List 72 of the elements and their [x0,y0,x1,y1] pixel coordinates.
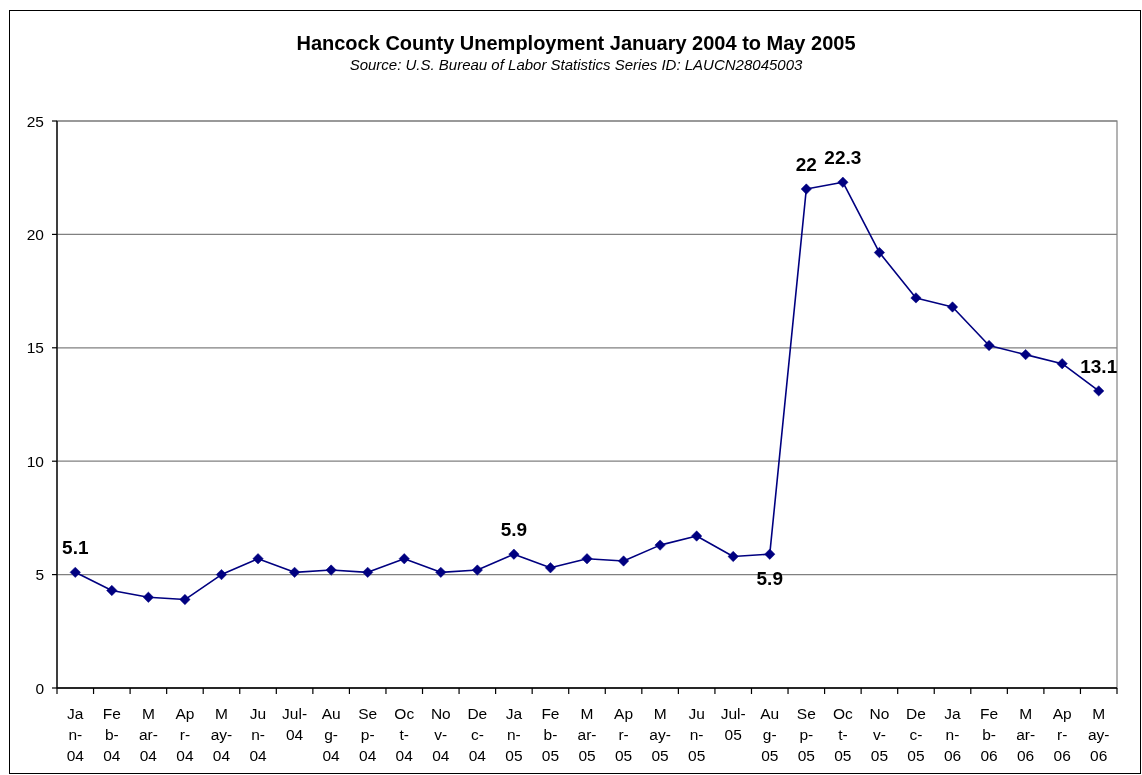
y-tick-label: 20 [26,225,45,243]
point [727,551,739,562]
point [179,594,191,605]
point [216,569,227,581]
x-tick-label: Oct-04 [394,705,415,764]
point [471,564,483,576]
x-tick-label: Feb-05 [541,705,560,764]
point [691,530,703,542]
x-tick-label: Mar-04 [138,705,158,764]
x-tick-label: Jan-04 [66,705,85,764]
x-tick-label: Jul-05 [720,705,746,743]
x-tick-label: Mar-05 [577,705,597,764]
data-label: 13.1 [1080,355,1118,377]
x-tick-label: Jul-04 [282,705,308,743]
point [983,340,995,351]
y-tick-label: 0 [35,679,45,697]
x-tick-label: Jun-05 [688,705,706,764]
x-tick-label: Jan-06 [943,705,962,764]
chart-title: Hancock County Unemployment January 2004 to May 2005 [296,32,856,54]
x-tick-label: Dec-04 [467,705,488,764]
x-tick-label: Aug-05 [760,705,780,764]
point [69,566,81,578]
x-tick-label: Jan-05 [505,705,523,764]
point [398,553,410,565]
y-tick-label: 5 [35,566,44,584]
point [435,566,447,578]
point [142,591,154,603]
x-tick-label: Nov-04 [430,705,451,764]
point [947,301,958,313]
x-tick-label: Apr-06 [1052,705,1072,764]
x-tick-label: Feb-04 [102,705,121,764]
point [618,555,629,567]
x-tick-label: Apr-04 [175,705,195,764]
point [1056,358,1068,370]
point [910,292,922,304]
x-tick-label: Jun-04 [249,705,268,764]
x-tick-label: Aug-04 [321,705,341,764]
point [325,564,337,576]
point [545,562,556,574]
point [654,539,666,551]
point [106,585,118,596]
x-tick-label: Mar-06 [1016,705,1036,764]
point [800,183,812,195]
y-tick-label: 25 [26,112,44,130]
point [508,548,520,560]
point [1020,349,1032,361]
point [362,566,374,578]
point [1093,385,1105,397]
point [581,553,593,565]
x-tick-label: May-04 [210,705,233,764]
point [289,566,301,578]
point [837,176,849,188]
x-tick-label: Dec-05 [906,705,926,764]
x-tick-label: Nov-05 [869,705,890,764]
data-label: 22.3 [824,147,862,169]
x-tick-label: May-05 [649,705,671,764]
point [252,553,264,565]
data-label: 5.9 [500,519,528,541]
x-tick-label: Feb-06 [980,705,999,764]
data-label: 22 [795,154,817,176]
x-tick-label: Apr-05 [614,705,634,764]
x-tick-label: Sep-04 [358,705,378,764]
x-tick-label: Oct-05 [832,705,854,764]
chart-subtitle: Source: U.S. Bureau of Labor Statistics Series ID: LAUCN28045003 [349,56,804,73]
y-tick-label: 10 [26,452,45,470]
point [873,247,885,258]
point [764,548,776,560]
y-tick-label: 15 [26,339,44,357]
data-label: 5.1 [62,537,89,559]
x-tick-label: Sep-05 [796,705,816,764]
data-label: 5.9 [756,568,783,590]
x-tick-label: May-06 [1087,705,1110,764]
